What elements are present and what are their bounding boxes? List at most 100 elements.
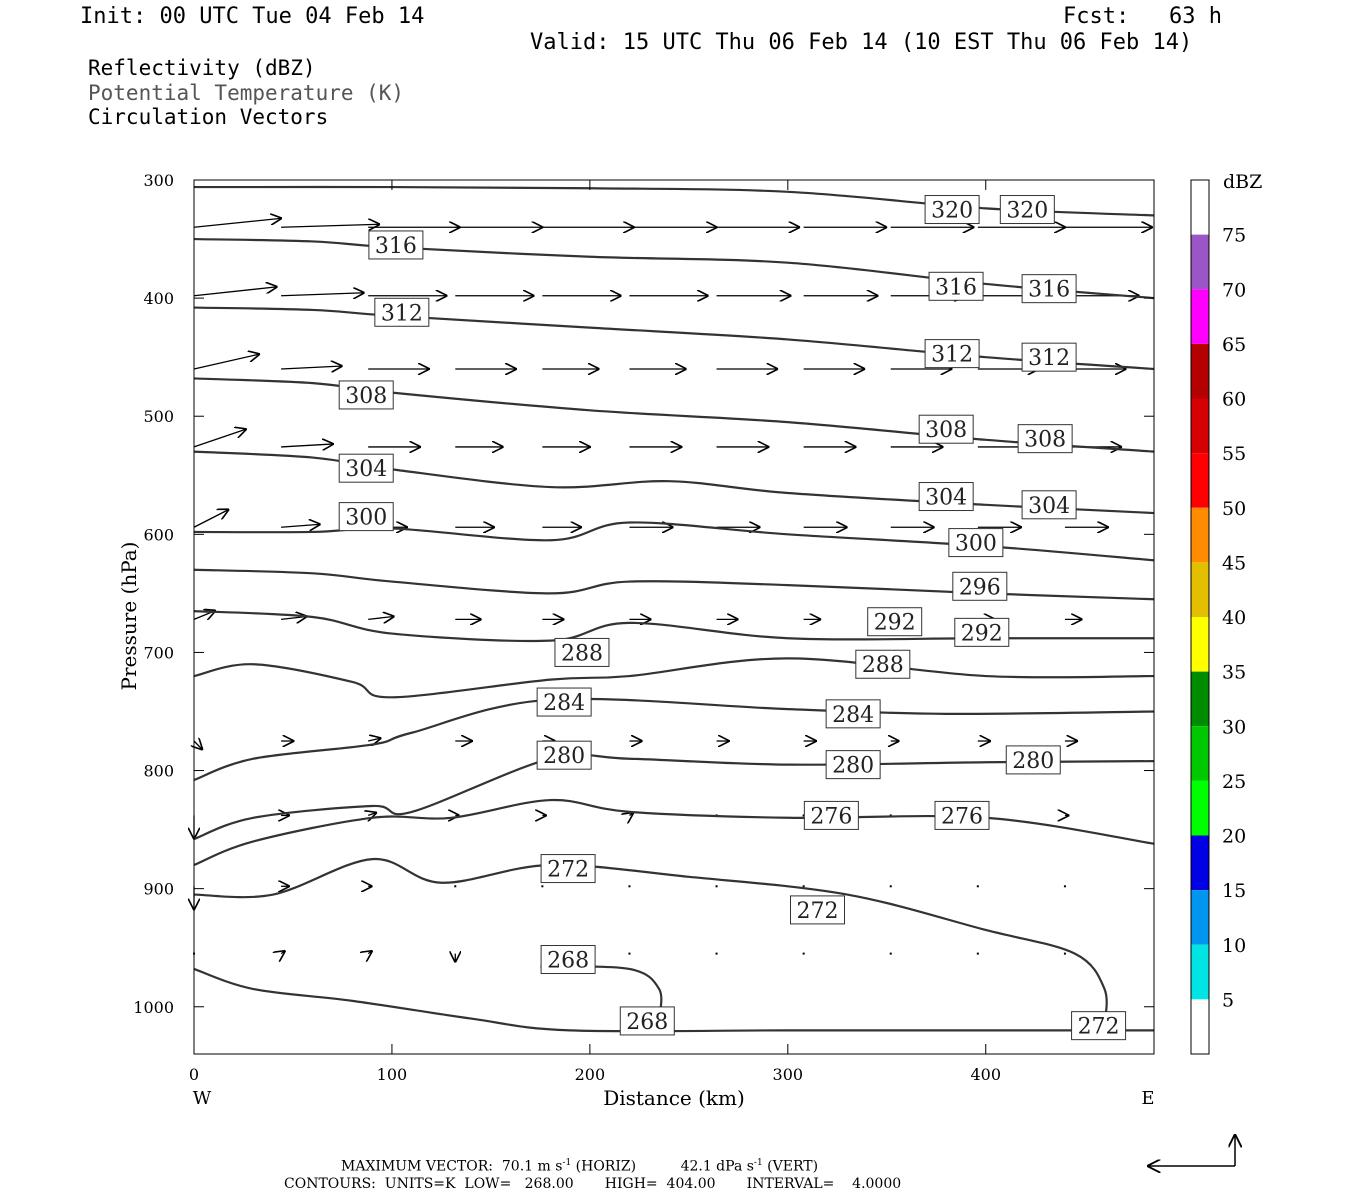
vector-dot [802, 814, 805, 817]
colorbar-segment [1191, 453, 1209, 508]
circulation-vector [193, 429, 247, 448]
isentrope-label-320: 320 [999, 195, 1055, 225]
y-tick-label: 300 [143, 171, 174, 190]
valid-time: Valid: 15 UTC Thu 06 Feb 14 (10 EST Thu … [530, 30, 1193, 55]
vector-dot [454, 885, 457, 888]
svg-text:308: 308 [345, 384, 387, 409]
axis-ticks: 300 400 500 600 700 800 900 1000 0 100 200 300 400 [133, 171, 1154, 1084]
colorbar-segment [1191, 999, 1209, 1054]
isentrope-label-296: 296 [952, 571, 1008, 601]
colorbar-segment [1191, 398, 1209, 454]
isentrope-label-304: 304 [338, 453, 394, 483]
x-tick-label: 0 [189, 1065, 199, 1084]
svg-text:288: 288 [561, 641, 603, 666]
isentrope-268 [193, 967, 1154, 1033]
isentrope-label-316: 316 [928, 271, 984, 301]
svg-text:280: 280 [543, 744, 585, 769]
x-tick-label: 200 [575, 1065, 606, 1084]
colorbar-segment [1191, 180, 1209, 235]
isentrope-label-308: 308 [1017, 424, 1073, 454]
isentrope-276 [193, 798, 1155, 867]
isentrope-label-284: 284 [825, 699, 881, 729]
isentrope-label-276: 276 [934, 800, 990, 830]
vector-dot [715, 885, 718, 888]
svg-text:308: 308 [1024, 428, 1066, 453]
circulation-vector [281, 444, 334, 447]
y-tick-label: 1000 [133, 998, 174, 1017]
colorbar-segment [1191, 726, 1209, 781]
isentrope-label-272: 272 [540, 854, 596, 884]
svg-text:304: 304 [345, 457, 387, 482]
svg-text:272: 272 [797, 899, 839, 924]
isentrope-label-280: 280 [825, 750, 881, 780]
svg-text:280: 280 [832, 754, 874, 779]
isentrope-label-312: 312 [924, 339, 980, 369]
isentrope-label-304: 304 [1021, 490, 1077, 520]
isentrope-label-312: 312 [374, 297, 430, 327]
circulation-vector [281, 524, 321, 527]
isentrope-label-312: 312 [1021, 342, 1077, 372]
isentrope-label-280: 280 [536, 740, 592, 770]
y-tick-label: 600 [143, 525, 174, 544]
svg-text:312: 312 [1028, 346, 1070, 371]
colorbar-segment [1191, 507, 1209, 563]
colorbar-label: 5 [1222, 989, 1234, 1011]
x-axis-label: Distance (km) [603, 1086, 745, 1110]
colorbar-label: 50 [1222, 498, 1246, 520]
vector-dot [889, 952, 892, 955]
svg-text:284: 284 [832, 703, 874, 728]
colorbar-label: 25 [1222, 771, 1246, 793]
vector-dot [802, 952, 805, 955]
colorbar-segment [1191, 234, 1209, 290]
colorbar-segment [1191, 944, 1209, 1000]
circulation-vector [368, 616, 394, 619]
isentrope-300 [193, 521, 1155, 562]
circulation-vector [193, 509, 229, 528]
svg-text:292: 292 [961, 621, 1003, 646]
isentrope-label-292: 292 [954, 617, 1010, 647]
colorbar-segment [1191, 671, 1209, 727]
isentrope-label-268: 268 [540, 945, 596, 975]
colorbar-label: 55 [1222, 443, 1246, 465]
isentrope-label-280: 280 [1005, 745, 1061, 775]
vector-dot [628, 952, 631, 955]
circulation-vector [193, 287, 278, 297]
colorbar-segment [1191, 835, 1209, 891]
colorbar-segment [1191, 562, 1209, 617]
colorbar-unit: dBZ [1223, 171, 1262, 193]
isentrope-288 [193, 657, 1155, 699]
svg-text:272: 272 [1078, 1015, 1120, 1040]
plot-frame [193, 179, 1155, 1055]
isentrope-312 [193, 306, 1155, 371]
max-vector-line: MAXIMUM VECTOR: 70.1 m s-1 (HORIZ) 42.1 … [341, 1158, 819, 1175]
circulation-vector [368, 812, 377, 815]
y-axis-label: Pressure (hPa) [117, 542, 141, 691]
isentrope-316 [193, 237, 1155, 300]
svg-text:304: 304 [925, 486, 967, 511]
dbz-colorbar: 5 10 15 20 25 30 35 40 45 50 55 60 65 70 75 [1190, 179, 1246, 1055]
circulation-vector [368, 738, 381, 741]
isentrope-label-300: 300 [338, 502, 394, 532]
isentrope-292 [193, 609, 1154, 643]
colorbar-segment [1191, 617, 1209, 672]
svg-text:292: 292 [874, 611, 916, 636]
circulation-vector [193, 354, 260, 370]
colorbar-label: 45 [1222, 552, 1246, 574]
y-tick-label: 500 [143, 407, 174, 426]
y-tick-label: 400 [143, 289, 174, 308]
circulation-vector [194, 741, 203, 750]
colorbar-segment [1191, 343, 1209, 399]
svg-text:304: 304 [1028, 494, 1070, 519]
x-tick-label: 400 [970, 1065, 1001, 1084]
svg-text:272: 272 [547, 858, 589, 883]
field-reflectivity: Reflectivity (dBZ) [88, 56, 316, 80]
vector-scale-icon [1147, 1134, 1235, 1166]
circulation-vector [281, 293, 365, 296]
vector-dot [976, 885, 979, 888]
field-potential-temperature: Potential Temperature (K) [88, 81, 405, 105]
colorbar-segment [1191, 289, 1209, 344]
colorbar-label: 70 [1222, 279, 1246, 301]
contour-info-line: CONTOURS: UNITS=K LOW= 268.00 HIGH= 404.… [284, 1176, 902, 1192]
colorbar-frame [1190, 179, 1210, 1055]
